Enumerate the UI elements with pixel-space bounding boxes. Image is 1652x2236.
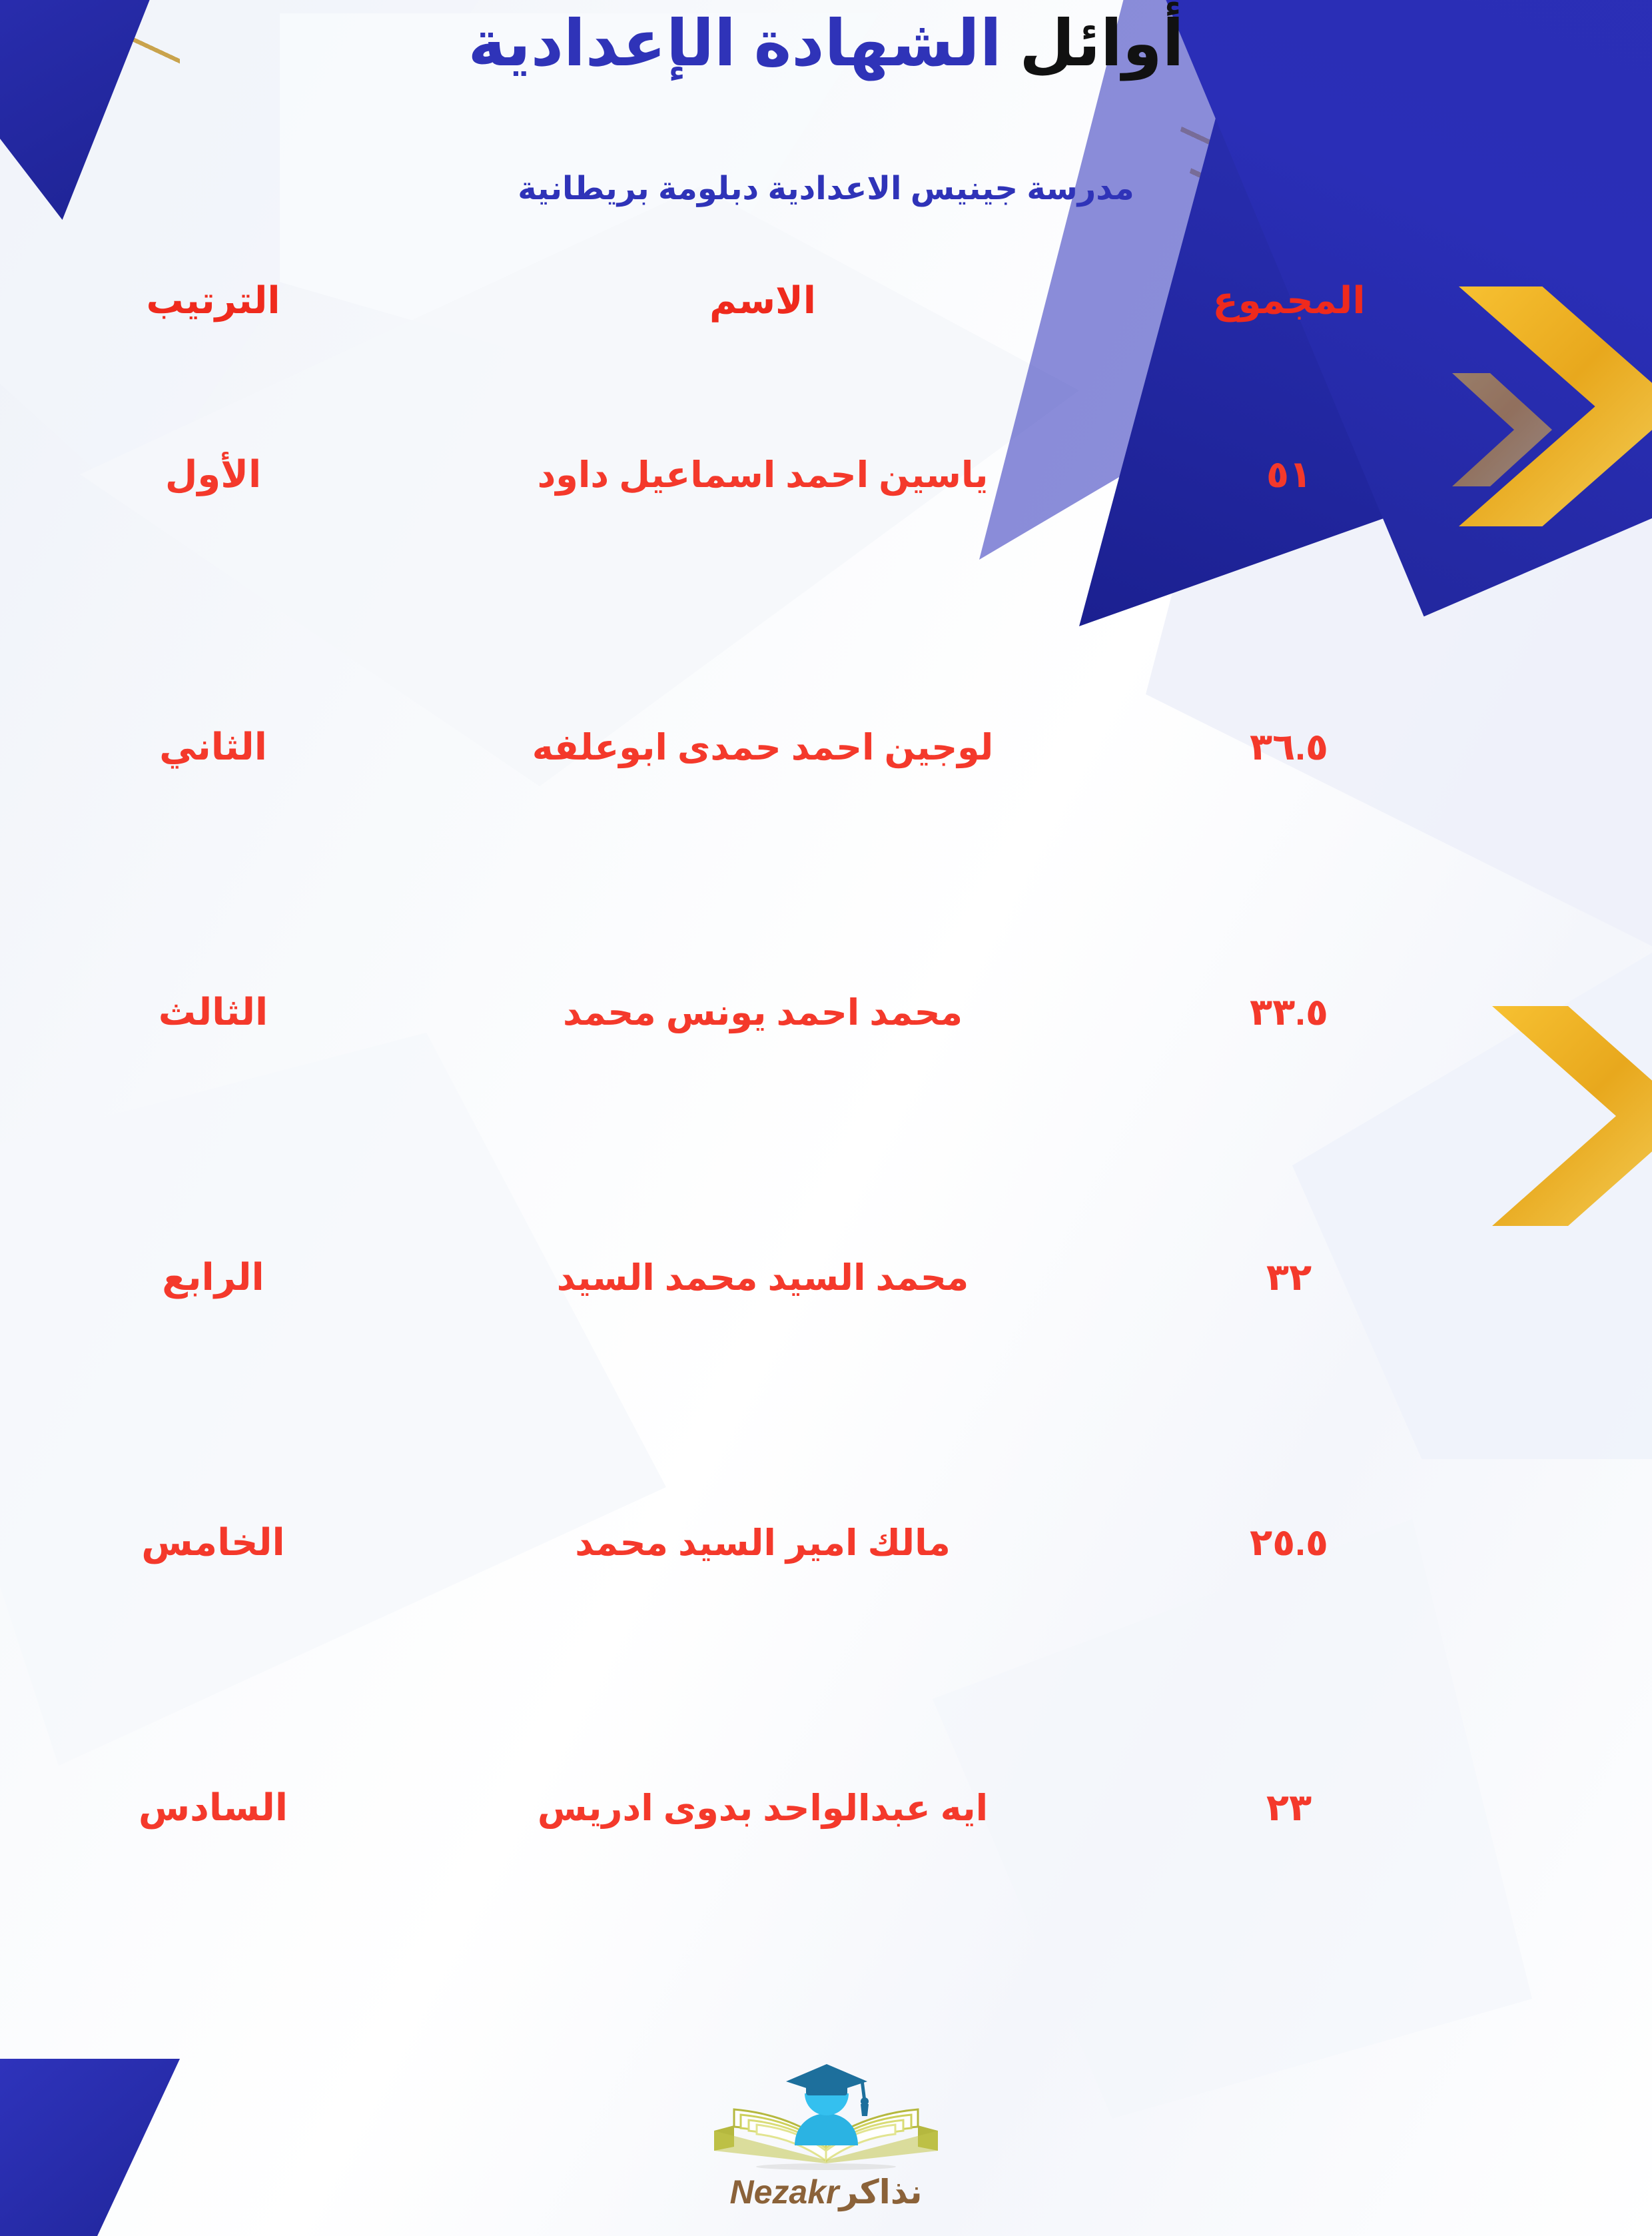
brand-logo: نذاكرNezakr [679,2060,973,2227]
page-title: أوائل الشهادة الإعدادية [0,4,1652,84]
cell-rank: الثالث [158,991,268,1033]
logo-wordmark: نذاكرNezakr [679,2173,973,2211]
page-title-secondary: الشهادة الإعدادية [468,8,1002,79]
cell-total: ٢٣ [1266,1786,1312,1828]
cell-rank: الرابع [162,1256,264,1298]
graduation-book-icon [714,2064,938,2170]
page-subtitle: مدرسة جينيس الاعدادية دبلومة بريطانية [518,171,1134,207]
cell-name: محمد السيد محمد السيد [556,1257,969,1298]
cell-rank: الخامس [141,1521,285,1563]
cell-rank: السادس [138,1786,288,1828]
column-header-rank: الترتيب [146,279,280,321]
logo-wordmark-arabic: نذاكر [839,2173,923,2211]
cell-rank: الثاني [159,726,267,768]
cell-name: مالك امير السيد محمد [575,1522,951,1563]
table-row: ٣٣.٥ محمد احمد يونس محمد الثالث [40,879,1439,1145]
honor-roll-table: المجموع الاسم الترتيب ٥١ ياسين احمد اسما… [40,279,1439,1940]
cell-total: ٢٥.٥ [1249,1521,1329,1563]
table-row: ٣٢ محمد السيد محمد السيد الرابع [40,1145,1439,1410]
cell-rank: الأول [165,453,262,495]
cell-name: ياسين احمد اسماعيل داود [537,454,989,495]
cell-name: ايه عبدالواحد بدوى ادريس [537,1788,989,1828]
gold-chevron [1492,1006,1652,1226]
cell-total: ٣٣.٥ [1249,991,1329,1033]
column-header-total: المجموع [1212,279,1366,321]
cell-total: ٣٦.٥ [1249,726,1329,768]
table-row: ٢٣ ايه عبدالواحد بدوى ادريس السادس [40,1675,1439,1940]
table-row: ٣٦.٥ لوجين احمد حمدى ابوعلفه الثاني [40,614,1439,879]
table-header-row: المجموع الاسم الترتيب [40,279,1439,334]
cell-name: محمد احمد يونس محمد [562,992,963,1033]
table-row: ٥١ ياسين احمد اسماعيل داود الأول [40,334,1439,614]
cell-name: لوجين احمد حمدى ابوعلفه [532,727,994,768]
gold-chevron [1459,286,1652,526]
logo-wordmark-latin: Nezakr [729,2173,839,2211]
table-row: ٢٥.٥ مالك امير السيد محمد الخامس [40,1410,1439,1675]
column-header-name: الاسم [709,279,816,321]
cell-total: ٣٢ [1266,1256,1312,1298]
page-title-primary: أوائل [1019,8,1184,79]
cell-total: ٥١ [1266,453,1312,495]
